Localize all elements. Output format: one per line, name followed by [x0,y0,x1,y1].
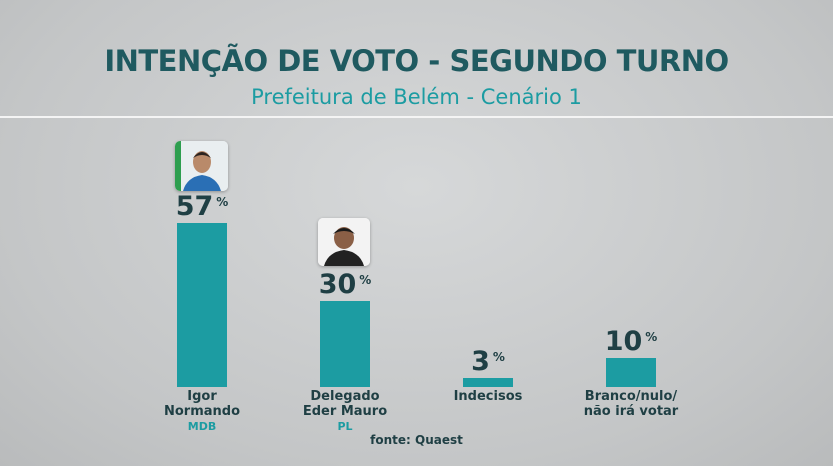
party-label: MDB [187,420,217,433]
category-label: Delegado Eder Mauro [302,389,388,419]
bar [606,358,656,387]
chart-title: INTENÇÃO DE VOTO - SEGUNDO TURNO [104,44,729,78]
value-label: 30% [318,268,372,300]
value-label: 3% [471,346,505,378]
divider [0,116,833,118]
chart-subtitle: Prefeitura de Belém - Cenário 1 [251,85,582,109]
bar [463,378,513,387]
category-label: Branco/nulo/ não irá votar [583,389,679,419]
category-label: Indecisos [453,389,523,404]
category-label: Igor Normando [163,389,241,419]
candidate-photo [175,141,228,191]
source-note: fonte: Quaest [370,433,463,447]
value-label: 10% [604,326,658,358]
bar [320,300,370,387]
party-label: PL [337,420,353,433]
value-label: 57% [175,190,229,222]
bar [177,222,227,387]
candidate-photo [318,218,370,266]
